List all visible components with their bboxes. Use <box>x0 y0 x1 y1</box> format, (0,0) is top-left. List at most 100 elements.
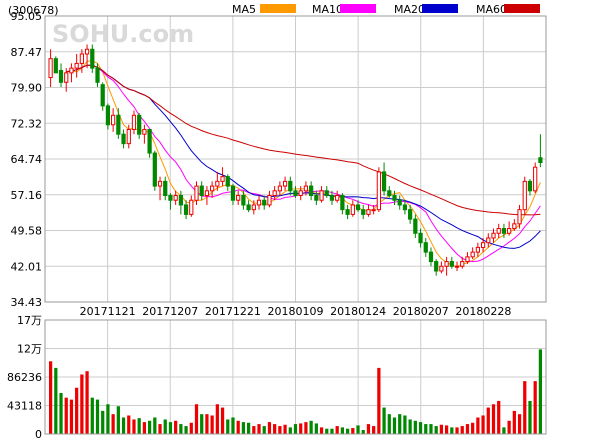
volume-bar <box>507 420 511 434</box>
candle-up <box>496 228 501 234</box>
candle-down <box>449 261 454 267</box>
volume-panel-border <box>44 319 547 435</box>
volume-bar <box>220 407 225 434</box>
candle-up <box>272 190 277 197</box>
volume-bar <box>382 407 386 434</box>
volume-bar <box>278 426 282 434</box>
candle-down <box>408 209 413 220</box>
candle-up <box>486 237 491 244</box>
candle-up <box>282 180 288 187</box>
volume-bar <box>476 417 480 434</box>
volume-bar <box>366 424 371 434</box>
candle-up <box>460 261 465 267</box>
volume-bar <box>408 419 412 434</box>
candle-up <box>251 204 256 211</box>
candle-down <box>434 261 439 272</box>
candle-up <box>74 62 79 69</box>
volume-bar <box>387 414 391 434</box>
candle-down <box>309 185 314 197</box>
volume-bar <box>351 428 355 434</box>
volume-bar <box>523 381 527 434</box>
candle-up <box>256 199 262 206</box>
ma-line-ma60 <box>66 64 541 216</box>
volume-bar <box>439 424 444 434</box>
volume-bar <box>429 424 433 434</box>
volume-bar <box>491 404 496 434</box>
price-tick-label: 49.58 <box>11 225 43 238</box>
volume-bar <box>497 400 501 434</box>
candle-up <box>491 232 496 239</box>
candle-down <box>100 84 105 107</box>
volume-bar <box>345 428 350 434</box>
volume-bar <box>215 404 219 434</box>
volume-bar <box>372 426 376 434</box>
volume-bar <box>465 424 470 434</box>
legend-swatch <box>260 4 296 13</box>
volume-bar <box>340 427 345 434</box>
volume-bar <box>314 423 318 434</box>
axes: 95.05 87.47 79.90 72.32 64.74 57.16 49.58 42.01… <box>7 10 547 440</box>
volume-bar <box>392 417 397 434</box>
candle-up <box>142 128 147 135</box>
date-tick-label: 20171221 <box>205 305 261 318</box>
candle-down <box>402 204 408 211</box>
candle-up <box>267 195 272 206</box>
volume-bar <box>189 422 193 434</box>
volume-bar <box>533 381 537 434</box>
candle-down <box>105 105 111 126</box>
volume-bar <box>121 417 126 434</box>
candle-up <box>277 185 282 192</box>
candle-up <box>350 204 355 215</box>
candle-up <box>48 58 53 79</box>
candle-down <box>183 204 189 215</box>
candle-down <box>361 209 366 215</box>
candle-up <box>439 265 444 272</box>
candle-down <box>355 204 361 211</box>
price-tick-label: 57.16 <box>11 189 43 202</box>
candle-down <box>387 190 392 197</box>
candle-down <box>314 195 319 201</box>
volume-bar <box>356 425 360 434</box>
volume-bar <box>75 387 79 434</box>
candle-up <box>204 190 210 197</box>
candle-down <box>413 218 418 234</box>
candle-down <box>95 67 100 83</box>
candle-up <box>507 228 512 234</box>
volume-bar <box>179 424 183 434</box>
volume-bar <box>444 425 449 434</box>
candle-down <box>225 176 230 187</box>
candle-down <box>262 199 267 206</box>
volume-bar <box>85 371 89 434</box>
candle-up <box>319 190 324 201</box>
candle-up <box>189 199 194 215</box>
candle-up <box>69 67 74 74</box>
legend-label: MA60 <box>476 3 507 16</box>
candle-down <box>178 195 183 206</box>
price-tick-label: 79.90 <box>11 82 43 95</box>
candle-up <box>236 195 241 201</box>
volume-tick-label: 12万 <box>17 343 42 356</box>
legend: MA5 MA10 MA20 MA60 <box>232 3 540 16</box>
candle-up <box>470 251 475 258</box>
volume-bar <box>257 424 261 434</box>
volume-bar <box>226 419 230 434</box>
legend-label: MA20 <box>394 3 425 16</box>
candle-up <box>303 185 309 192</box>
candle-down <box>116 114 121 135</box>
volume-bar <box>335 426 339 434</box>
price-tick-label: 64.74 <box>11 153 43 166</box>
candle-down <box>397 199 402 206</box>
candle-up <box>522 180 527 211</box>
volume-bar <box>111 414 115 434</box>
volume-tick-label: 86236 <box>7 371 42 384</box>
date-tick-label: 20180207 <box>393 305 449 318</box>
volume-bar <box>517 414 522 434</box>
grid <box>44 15 547 435</box>
candle-up <box>220 176 225 182</box>
price-tick-label: 95.05 <box>11 10 43 23</box>
volume-bars <box>48 349 543 434</box>
candle-up <box>79 53 84 64</box>
candle-down <box>121 133 126 145</box>
candle-up <box>157 180 163 187</box>
volume-bar <box>455 427 459 434</box>
